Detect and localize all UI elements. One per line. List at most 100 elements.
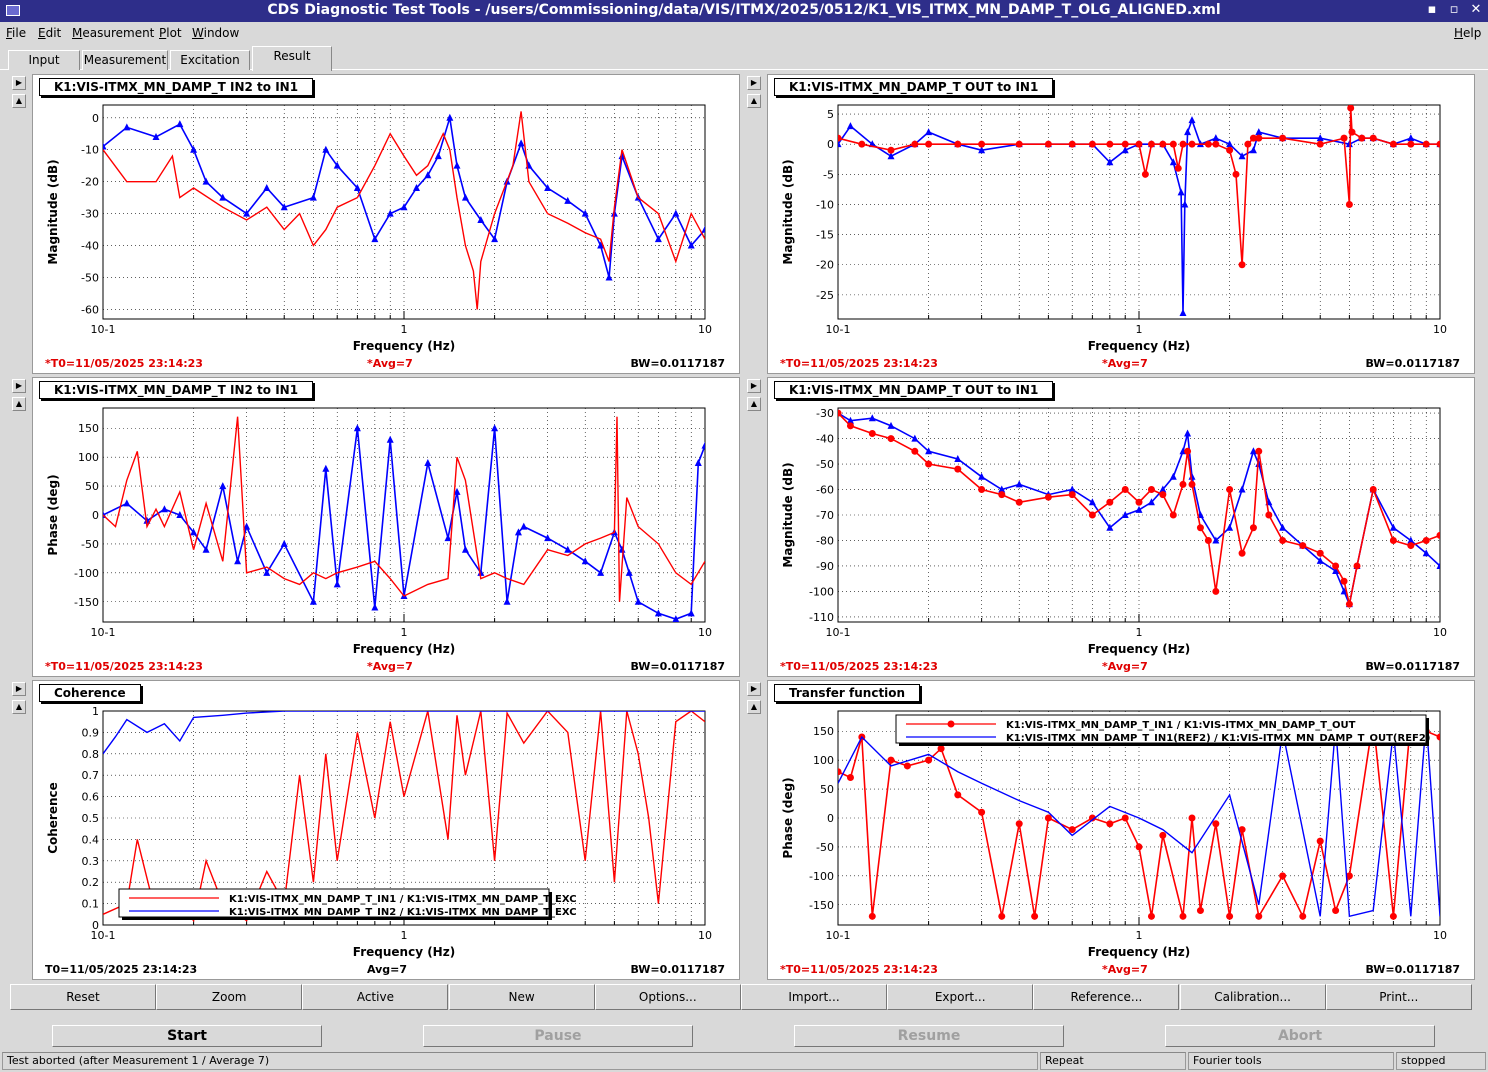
pane-expand-icon[interactable]: ▶ bbox=[747, 682, 761, 696]
maximize-icon[interactable]: ▫ bbox=[1449, 2, 1459, 17]
chart-1[interactable]: 0 -10 -20 -30 -40 -50 -60 10-1 1 10 Frequency (Hz)… bbox=[33, 75, 739, 373]
y-tick-label: -20 bbox=[81, 176, 99, 189]
pane-collapse-icon[interactable]: ▲ bbox=[747, 94, 761, 108]
tab-input[interactable]: Input bbox=[8, 50, 80, 70]
data-point bbox=[1068, 826, 1076, 834]
data-point bbox=[1044, 140, 1052, 148]
chart-3[interactable]: 150 100 50 0 -50 -100 -150 10-1 1 10 Frequency (Hz… bbox=[33, 378, 739, 676]
toolbar-reset-button[interactable]: Reset bbox=[10, 984, 156, 1010]
tab-excitation[interactable]: Excitation bbox=[170, 50, 250, 70]
status-message: Test aborted (after Measurement 1 / Aver… bbox=[2, 1052, 1038, 1070]
chart-4[interactable]: -30 -40 -50 -60 -70 -80 -90 -100 -110 10-1 1 10 Freq… bbox=[768, 378, 1474, 676]
data-point bbox=[371, 235, 379, 243]
menu-edit[interactable]: Edit bbox=[38, 26, 62, 40]
data-point bbox=[925, 128, 933, 136]
data-point bbox=[152, 132, 160, 140]
data-point bbox=[1340, 587, 1348, 595]
data-point bbox=[1179, 140, 1187, 148]
menu-window[interactable]: Window bbox=[192, 26, 240, 40]
data-point bbox=[1015, 498, 1023, 506]
data-point bbox=[333, 580, 341, 588]
data-point bbox=[1147, 140, 1155, 148]
x-tick-label: 10 bbox=[698, 626, 712, 639]
data-point bbox=[846, 774, 854, 782]
x-tick-label: 10 bbox=[1433, 323, 1447, 336]
chart-6[interactable]: 150 100 50 0 -50 -100 -150 10-1 1 10 Frequency (Hz… bbox=[768, 681, 1474, 979]
plot-pane-1[interactable]: K1:VIS-ITMX_MN_DAMP_T IN2 to IN1 0 -10 -20 -… bbox=[32, 74, 740, 374]
data-point bbox=[263, 568, 271, 576]
data-point bbox=[544, 534, 552, 542]
pane-expand-icon[interactable]: ▶ bbox=[12, 682, 26, 696]
plot-pane-6[interactable]: Transfer function 150 100 50 0 -50 -100 -150 10-… bbox=[767, 680, 1475, 980]
y-tick-label: -80 bbox=[816, 534, 834, 547]
data-point bbox=[978, 140, 986, 148]
data-point bbox=[1279, 536, 1287, 544]
menu-plot[interactable]: Plot bbox=[159, 26, 182, 40]
data-point bbox=[1389, 536, 1397, 544]
footer-avg: Avg=7 bbox=[367, 963, 408, 976]
x-tick-label: 10-1 bbox=[91, 323, 116, 336]
toolbar-new-button[interactable]: New bbox=[448, 984, 595, 1010]
data-point bbox=[1179, 308, 1187, 316]
pane-expand-icon[interactable]: ▶ bbox=[747, 379, 761, 393]
data-point bbox=[444, 534, 452, 542]
pane-collapse-icon[interactable]: ▲ bbox=[12, 397, 26, 411]
minimize-icon[interactable]: ▪ bbox=[1427, 2, 1437, 17]
x-tick-label: 1 bbox=[401, 323, 408, 336]
pane-expand-icon[interactable]: ▶ bbox=[12, 379, 26, 393]
y-tick-label: -90 bbox=[816, 560, 834, 573]
pane-collapse-icon[interactable]: ▲ bbox=[747, 397, 761, 411]
plot-pane-4[interactable]: K1:VIS-ITMX_MN_DAMP_T OUT to IN1 -30 -40 -5… bbox=[767, 377, 1475, 677]
toolbar-zoom-button[interactable]: Zoom bbox=[156, 984, 303, 1010]
y-tick-label: -10 bbox=[81, 144, 99, 157]
tab-measurement[interactable]: Measurement bbox=[82, 50, 168, 70]
toolbar-active-button[interactable]: Active bbox=[302, 984, 449, 1010]
toolbar-options-button[interactable]: Options... bbox=[594, 984, 741, 1010]
footer-t0: T0=11/05/2025 23:14:23 bbox=[45, 963, 198, 976]
plot-pane-3[interactable]: K1:VIS-ITMX_MN_DAMP_T IN2 to IN1 150 100 50… bbox=[32, 377, 740, 677]
data-point bbox=[868, 429, 876, 437]
pane-expand-icon[interactable]: ▶ bbox=[747, 76, 761, 90]
data-point bbox=[911, 140, 919, 148]
data-point bbox=[1279, 872, 1287, 880]
footer-bw: BW=0.0117187 bbox=[1365, 660, 1460, 673]
data-point bbox=[1238, 152, 1246, 160]
pane-collapse-icon[interactable]: ▲ bbox=[12, 94, 26, 108]
pane-expand-icon[interactable]: ▶ bbox=[12, 76, 26, 90]
plot-pane-5[interactable]: Coherence 1 0.9 0.8 0.7 0.6 0.5 0.4 0.3 0.2 0.1 0 10… bbox=[32, 680, 740, 980]
x-tick-label: 10 bbox=[698, 323, 712, 336]
close-icon[interactable]: ✕ bbox=[1470, 2, 1482, 17]
chart-2[interactable]: 5 0 -5 -10 -15 -20 -25 10-1 1 10 Frequency (Hz) Mag… bbox=[768, 75, 1474, 373]
toolbar-import-button[interactable]: Import... bbox=[741, 984, 887, 1010]
data-point bbox=[954, 465, 962, 473]
menu-help[interactable]: Help bbox=[1454, 26, 1482, 40]
pause-button[interactable]: Pause bbox=[423, 1025, 693, 1047]
data-point bbox=[1147, 912, 1155, 920]
chart-5[interactable]: 1 0.9 0.8 0.7 0.6 0.5 0.4 0.3 0.2 0.1 010-1 1 10 Freq… bbox=[33, 681, 739, 979]
pane-collapse-icon[interactable]: ▲ bbox=[12, 700, 26, 714]
data-point bbox=[1169, 472, 1177, 480]
data-point bbox=[1212, 134, 1220, 142]
window-menu-icon[interactable] bbox=[6, 5, 20, 16]
tab-result[interactable]: Result bbox=[252, 46, 332, 71]
menu-file[interactable]: File bbox=[6, 26, 27, 40]
menu-measurement[interactable]: Measurement bbox=[72, 26, 155, 40]
pane-collapse-icon[interactable]: ▲ bbox=[747, 700, 761, 714]
x-tick-label: 1 bbox=[401, 929, 408, 942]
toolbar-reference-button[interactable]: Reference... bbox=[1033, 984, 1180, 1010]
y-tick-label: 0.8 bbox=[82, 748, 100, 761]
toolbar-export-button[interactable]: Export... bbox=[887, 984, 1034, 1010]
y-tick-label: 0 bbox=[92, 509, 99, 522]
start-button[interactable]: Start bbox=[52, 1025, 322, 1047]
toolbar-calibration-button[interactable]: Calibration... bbox=[1179, 984, 1326, 1010]
data-point bbox=[1015, 480, 1023, 488]
y-tick-label: -25 bbox=[816, 289, 834, 302]
footer-bw: BW=0.0117187 bbox=[630, 357, 725, 370]
data-point bbox=[176, 120, 184, 128]
plot-pane-2[interactable]: K1:VIS-ITMX_MN_DAMP_T OUT to IN1 5 0 -5 -10 -… bbox=[767, 74, 1475, 374]
resume-button[interactable]: Resume bbox=[794, 1025, 1064, 1047]
abort-button[interactable]: Abort bbox=[1165, 1025, 1435, 1047]
data-point bbox=[1188, 480, 1196, 488]
data-point bbox=[1436, 531, 1440, 539]
toolbar-print-button[interactable]: Print... bbox=[1325, 984, 1472, 1010]
